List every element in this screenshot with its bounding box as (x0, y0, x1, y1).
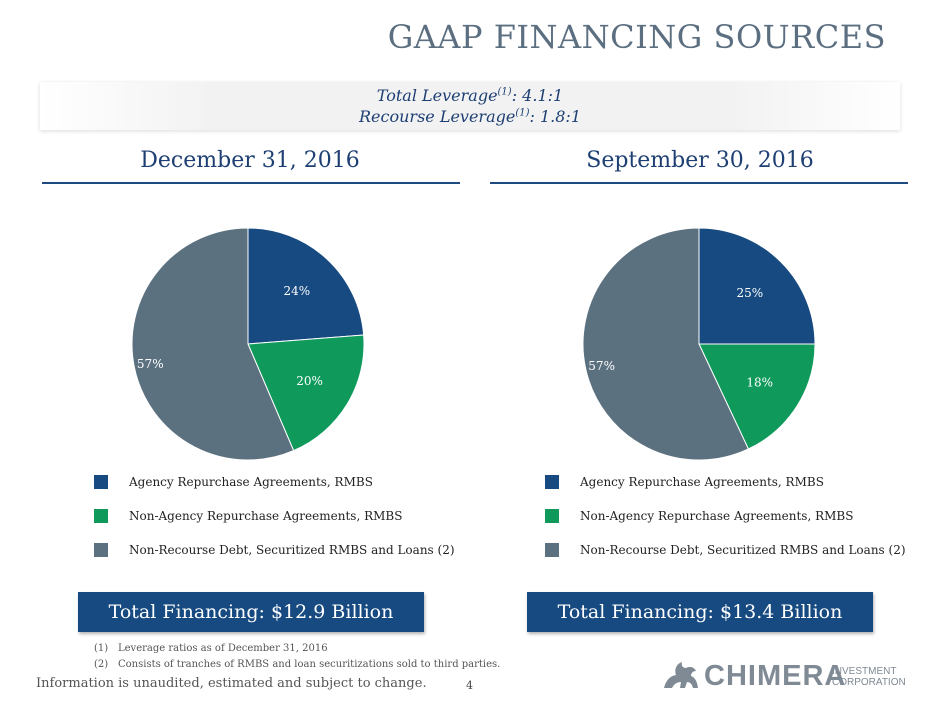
dec-2016-heading: December 31, 2016 (140, 148, 360, 173)
pie-slice-non-agency (247, 334, 365, 452)
logo-line-1: INVESTMENT (832, 666, 897, 677)
disclaimer: Information is unaudited, estimated and … (36, 676, 427, 691)
chimera-logo: CHIMERA INVESTMENT CORPORATION (660, 658, 910, 692)
pie-label-non-recourse: 57% (137, 357, 164, 371)
pie-label-non-recourse: 57% (588, 359, 615, 373)
footnote-2: (2) Consists of tranches of RMBS and loan… (94, 659, 501, 670)
leverage-banner (40, 82, 900, 130)
page-title: GAAP FINANCING SOURCES (387, 18, 886, 56)
logo-line-2: CORPORATION (832, 677, 906, 688)
sep-2016-rule (490, 182, 908, 184)
pie-slice-agency (247, 227, 365, 345)
sep-2016-total-financing: Total Financing: $13.4 Billion (527, 592, 873, 632)
sep-2016-heading: September 30, 2016 (586, 148, 814, 173)
pie-label-agency: 24% (284, 284, 311, 298)
pie-label-agency: 25% (737, 286, 764, 300)
logo-wordmark: CHIMERA (704, 660, 847, 692)
sep-2016-pie-chart: 25% 18% 57% (582, 227, 816, 461)
legend-label-non-agency: Non-Agency Repurchase Agreements, RMBS (129, 509, 403, 523)
footnotes: (1) Leverage ratios as of December 31, 20… (94, 641, 500, 673)
dec-2016-rule (42, 182, 460, 184)
recourse-leverage: Recourse Leverage(1): 1.8:1 (359, 107, 581, 126)
pie-slice-agency (698, 227, 816, 345)
dec-2016-pie-chart: 24% 20% 57% (131, 227, 365, 461)
legend-label-non-recourse: Non-Recourse Debt, Securitized RMBS and … (129, 543, 455, 557)
footnote-1: (1) Leverage ratios as of December 31, 20… (94, 643, 328, 654)
pie-slice-non-recourse (582, 227, 750, 461)
legend-label-non-agency: Non-Agency Repurchase Agreements, RMBS (580, 509, 854, 523)
legend-label-non-recourse: Non-Recourse Debt, Securitized RMBS and … (580, 543, 906, 557)
pie-slice-non-agency (698, 343, 816, 450)
pie-label-non-agency: 20% (296, 374, 323, 388)
chimera-beast-icon (664, 662, 698, 688)
total-leverage: Total Leverage(1): 4.1:1 (376, 86, 564, 105)
pie-slice-non-recourse (131, 227, 295, 461)
legend-label-agency: Agency Repurchase Agreements, RMBS (580, 475, 824, 489)
dec-2016-total-financing: Total Financing: $12.9 Billion (78, 592, 424, 632)
legend-label-agency: Agency Repurchase Agreements, RMBS (129, 475, 373, 489)
legend-swatch-agency (545, 475, 559, 489)
page-number: 4 (466, 679, 473, 692)
pie-label-non-agency: 18% (746, 376, 773, 390)
legend-swatch-non-agency (545, 509, 559, 523)
legend-swatch-agency (94, 475, 108, 489)
legend-swatch-non-recourse (94, 543, 108, 557)
legend-swatch-non-agency (94, 509, 108, 523)
legend-swatch-non-recourse (545, 543, 559, 557)
